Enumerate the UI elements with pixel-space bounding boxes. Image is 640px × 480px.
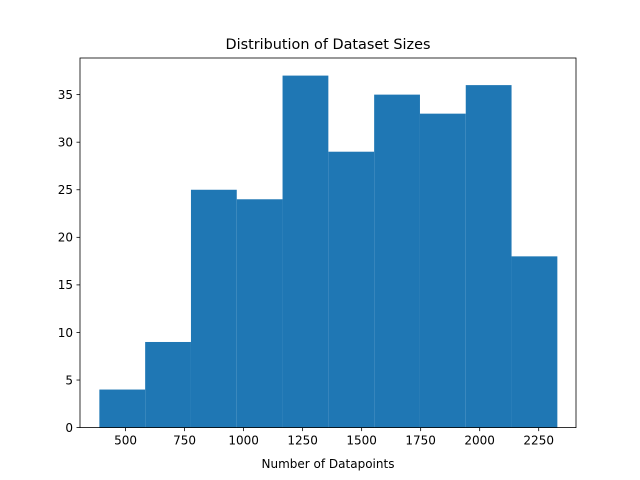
x-tick-label: 2250 — [523, 434, 554, 448]
x-tick-label: 750 — [173, 434, 196, 448]
histogram-bar — [511, 256, 558, 428]
histogram-bar — [374, 94, 420, 428]
plot-frame — [79, 57, 577, 429]
x-tick-label: 1750 — [405, 434, 436, 448]
x-tick-label: 1000 — [228, 434, 259, 448]
chart-title: Distribution of Dataset Sizes — [226, 37, 431, 53]
x-tick-label: 1250 — [287, 434, 318, 448]
y-tick-label: 25 — [58, 183, 73, 197]
x-tick-label: 1500 — [346, 434, 377, 448]
histogram-bar — [282, 75, 329, 428]
y-tick-label: 35 — [58, 88, 73, 102]
y-tick-label: 0 — [65, 421, 73, 435]
y-tick-label: 30 — [58, 135, 73, 149]
histogram-bar — [465, 85, 512, 428]
y-tick-label: 10 — [58, 326, 73, 340]
x-tick-label: 2000 — [464, 434, 495, 448]
histogram-bar — [145, 341, 191, 428]
y-tick-label: 20 — [58, 231, 73, 245]
histogram-bar — [419, 113, 466, 428]
histogram-bar — [328, 151, 375, 428]
histogram-bar — [236, 199, 283, 428]
histogram-bar — [99, 389, 146, 428]
bars-group — [99, 75, 558, 428]
y-tick-label: 15 — [58, 278, 73, 292]
histogram-bar — [190, 189, 237, 428]
x-tick-label: 500 — [114, 434, 137, 448]
x-axis-label: Number of Datapoints — [262, 457, 395, 471]
y-axis-ticks: 0 5 10 15 20 25 30 35 — [58, 88, 80, 435]
x-axis-ticks: 500 750 1000 1250 1500 1750 2000 2250 — [114, 427, 554, 448]
y-tick-label: 5 — [65, 373, 73, 387]
